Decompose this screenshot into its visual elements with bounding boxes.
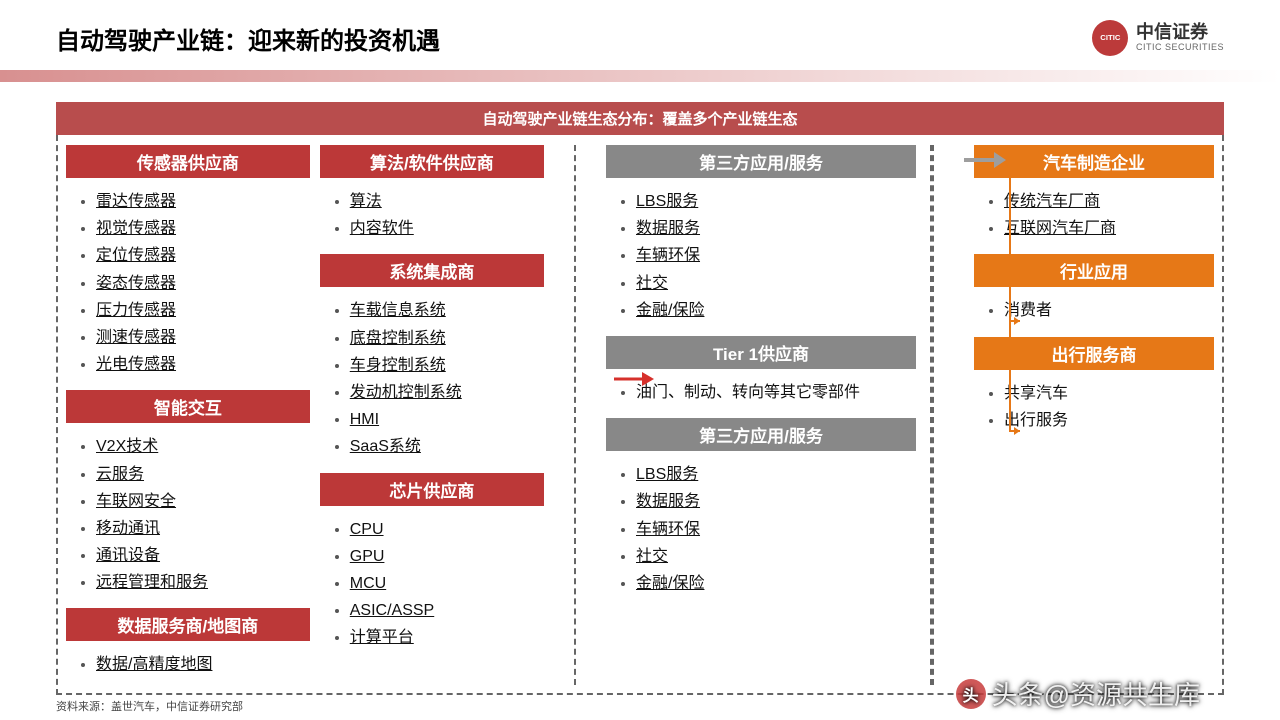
list-item: 车辆环保 bbox=[636, 516, 916, 543]
list-item: HMI bbox=[350, 406, 544, 433]
list-item: GPU bbox=[350, 543, 544, 570]
list-item: 计算平台 bbox=[350, 624, 544, 651]
ecosystem-diagram: 传感器供应商雷达传感器视觉传感器定位传感器姿态传感器压力传感器测速传感器光电传感… bbox=[56, 135, 1224, 695]
list-item: 互联网汽车厂商 bbox=[1004, 215, 1214, 242]
list-item: 车载信息系统 bbox=[350, 297, 544, 324]
block-items: 雷达传感器视觉传感器定位传感器姿态传感器压力传感器测速传感器光电传感器 bbox=[66, 184, 310, 384]
source-footer: 资料来源：盖世汽车，中信证券研究部 bbox=[56, 698, 243, 714]
list-item: 数据/高精度地图 bbox=[96, 651, 310, 678]
logo-icon: CITIC bbox=[1092, 20, 1128, 56]
block-items: 算法内容软件 bbox=[320, 184, 544, 248]
list-item: 光电传感器 bbox=[96, 351, 310, 378]
list-item: 金融/保险 bbox=[636, 297, 916, 324]
list-item: 移动通讯 bbox=[96, 515, 310, 542]
column-1: 传感器供应商雷达传感器视觉传感器定位传感器姿态传感器压力传感器测速传感器光电传感… bbox=[66, 145, 320, 685]
list-item: V2X技术 bbox=[96, 433, 310, 460]
block-items: CPUGPUMCUASIC/ASSP计算平台 bbox=[320, 512, 544, 658]
list-item: 车身控制系统 bbox=[350, 352, 544, 379]
column-2: 算法/软件供应商算法内容软件系统集成商车载信息系统底盘控制系统车身控制系统发动机… bbox=[320, 145, 574, 685]
list-item: MCU bbox=[350, 570, 544, 597]
list-item: 姿态传感器 bbox=[96, 270, 310, 297]
list-item: 共享汽车 bbox=[1004, 380, 1214, 407]
column-3-border: 第三方应用/服务LBS服务数据服务车辆环保社交金融/保险Tier 1供应商油门、… bbox=[574, 145, 932, 685]
block-header: 第三方应用/服务 bbox=[606, 145, 916, 178]
list-item: 内容软件 bbox=[350, 215, 544, 242]
header-divider bbox=[0, 70, 1280, 82]
list-item: 云服务 bbox=[96, 461, 310, 488]
list-item: 远程管理和服务 bbox=[96, 569, 310, 596]
list-item: 消费者 bbox=[1004, 297, 1214, 324]
list-item: 车辆环保 bbox=[636, 242, 916, 269]
list-item: 传统汽车厂商 bbox=[1004, 188, 1214, 215]
block-header: 算法/软件供应商 bbox=[320, 145, 544, 178]
block-items: V2X技术云服务车联网安全移动通讯通讯设备远程管理和服务 bbox=[66, 429, 310, 602]
header: 自动驾驶产业链：迎来新的投资机遇 CITIC 中信证券 CITIC SECURI… bbox=[0, 0, 1280, 66]
list-item: 金融/保险 bbox=[636, 570, 916, 597]
list-item: 定位传感器 bbox=[96, 242, 310, 269]
block-header: 第三方应用/服务 bbox=[606, 418, 916, 451]
arrow-grey-icon bbox=[964, 151, 1006, 169]
company-logo: CITIC 中信证券 CITIC SECURITIES bbox=[1092, 20, 1224, 56]
list-item: 油门、制动、转向等其它零部件 bbox=[636, 379, 916, 406]
block-items: 车载信息系统底盘控制系统车身控制系统发动机控制系统HMISaaS系统 bbox=[320, 293, 544, 466]
list-item: LBS服务 bbox=[636, 461, 916, 488]
watermark-icon: 头 bbox=[956, 679, 986, 709]
logo-name-en: CITIC SECURITIES bbox=[1136, 43, 1224, 53]
diagram-banner: 自动驾驶产业链生态分布：覆盖多个产业链生态 bbox=[56, 102, 1224, 135]
watermark-text: 头条@资源共生库 bbox=[992, 675, 1200, 712]
list-item: CPU bbox=[350, 516, 544, 543]
list-item: 数据服务 bbox=[636, 215, 916, 242]
list-item: 通讯设备 bbox=[96, 542, 310, 569]
list-item: 雷达传感器 bbox=[96, 188, 310, 215]
list-item: 车联网安全 bbox=[96, 488, 310, 515]
list-item: SaaS系统 bbox=[350, 433, 544, 460]
block-header: 传感器供应商 bbox=[66, 145, 310, 178]
orange-connector-icon bbox=[1000, 171, 1020, 441]
page-title: 自动驾驶产业链：迎来新的投资机遇 bbox=[56, 21, 440, 56]
list-item: 出行服务 bbox=[1004, 407, 1214, 434]
logo-name-cn: 中信证券 bbox=[1136, 23, 1224, 43]
list-item: ASIC/ASSP bbox=[350, 597, 544, 624]
block-items: LBS服务数据服务车辆环保社交金融/保险 bbox=[606, 184, 916, 330]
block-header: Tier 1供应商 bbox=[606, 336, 916, 369]
watermark: 头 头条@资源共生库 bbox=[956, 675, 1200, 712]
block-header: 系统集成商 bbox=[320, 254, 544, 287]
list-item: 视觉传感器 bbox=[96, 215, 310, 242]
list-item: 发动机控制系统 bbox=[350, 379, 544, 406]
list-item: 算法 bbox=[350, 188, 544, 215]
list-item: 压力传感器 bbox=[96, 297, 310, 324]
block-header: 数据服务商/地图商 bbox=[66, 608, 310, 641]
block-header: 智能交互 bbox=[66, 390, 310, 423]
block-header: 芯片供应商 bbox=[320, 473, 544, 506]
list-item: LBS服务 bbox=[636, 188, 916, 215]
block-items: LBS服务数据服务车辆环保社交金融/保险 bbox=[606, 457, 916, 603]
list-item: 测速传感器 bbox=[96, 324, 310, 351]
list-item: 数据服务 bbox=[636, 488, 916, 515]
list-item: 社交 bbox=[636, 270, 916, 297]
list-item: 底盘控制系统 bbox=[350, 325, 544, 352]
column-4-border: 汽车制造企业传统汽车厂商互联网汽车厂商行业应用消费者出行服务商共享汽车出行服务 bbox=[932, 145, 1214, 685]
list-item: 社交 bbox=[636, 543, 916, 570]
arrow-red-icon bbox=[614, 370, 654, 388]
block-items: 数据/高精度地图 bbox=[66, 647, 310, 684]
